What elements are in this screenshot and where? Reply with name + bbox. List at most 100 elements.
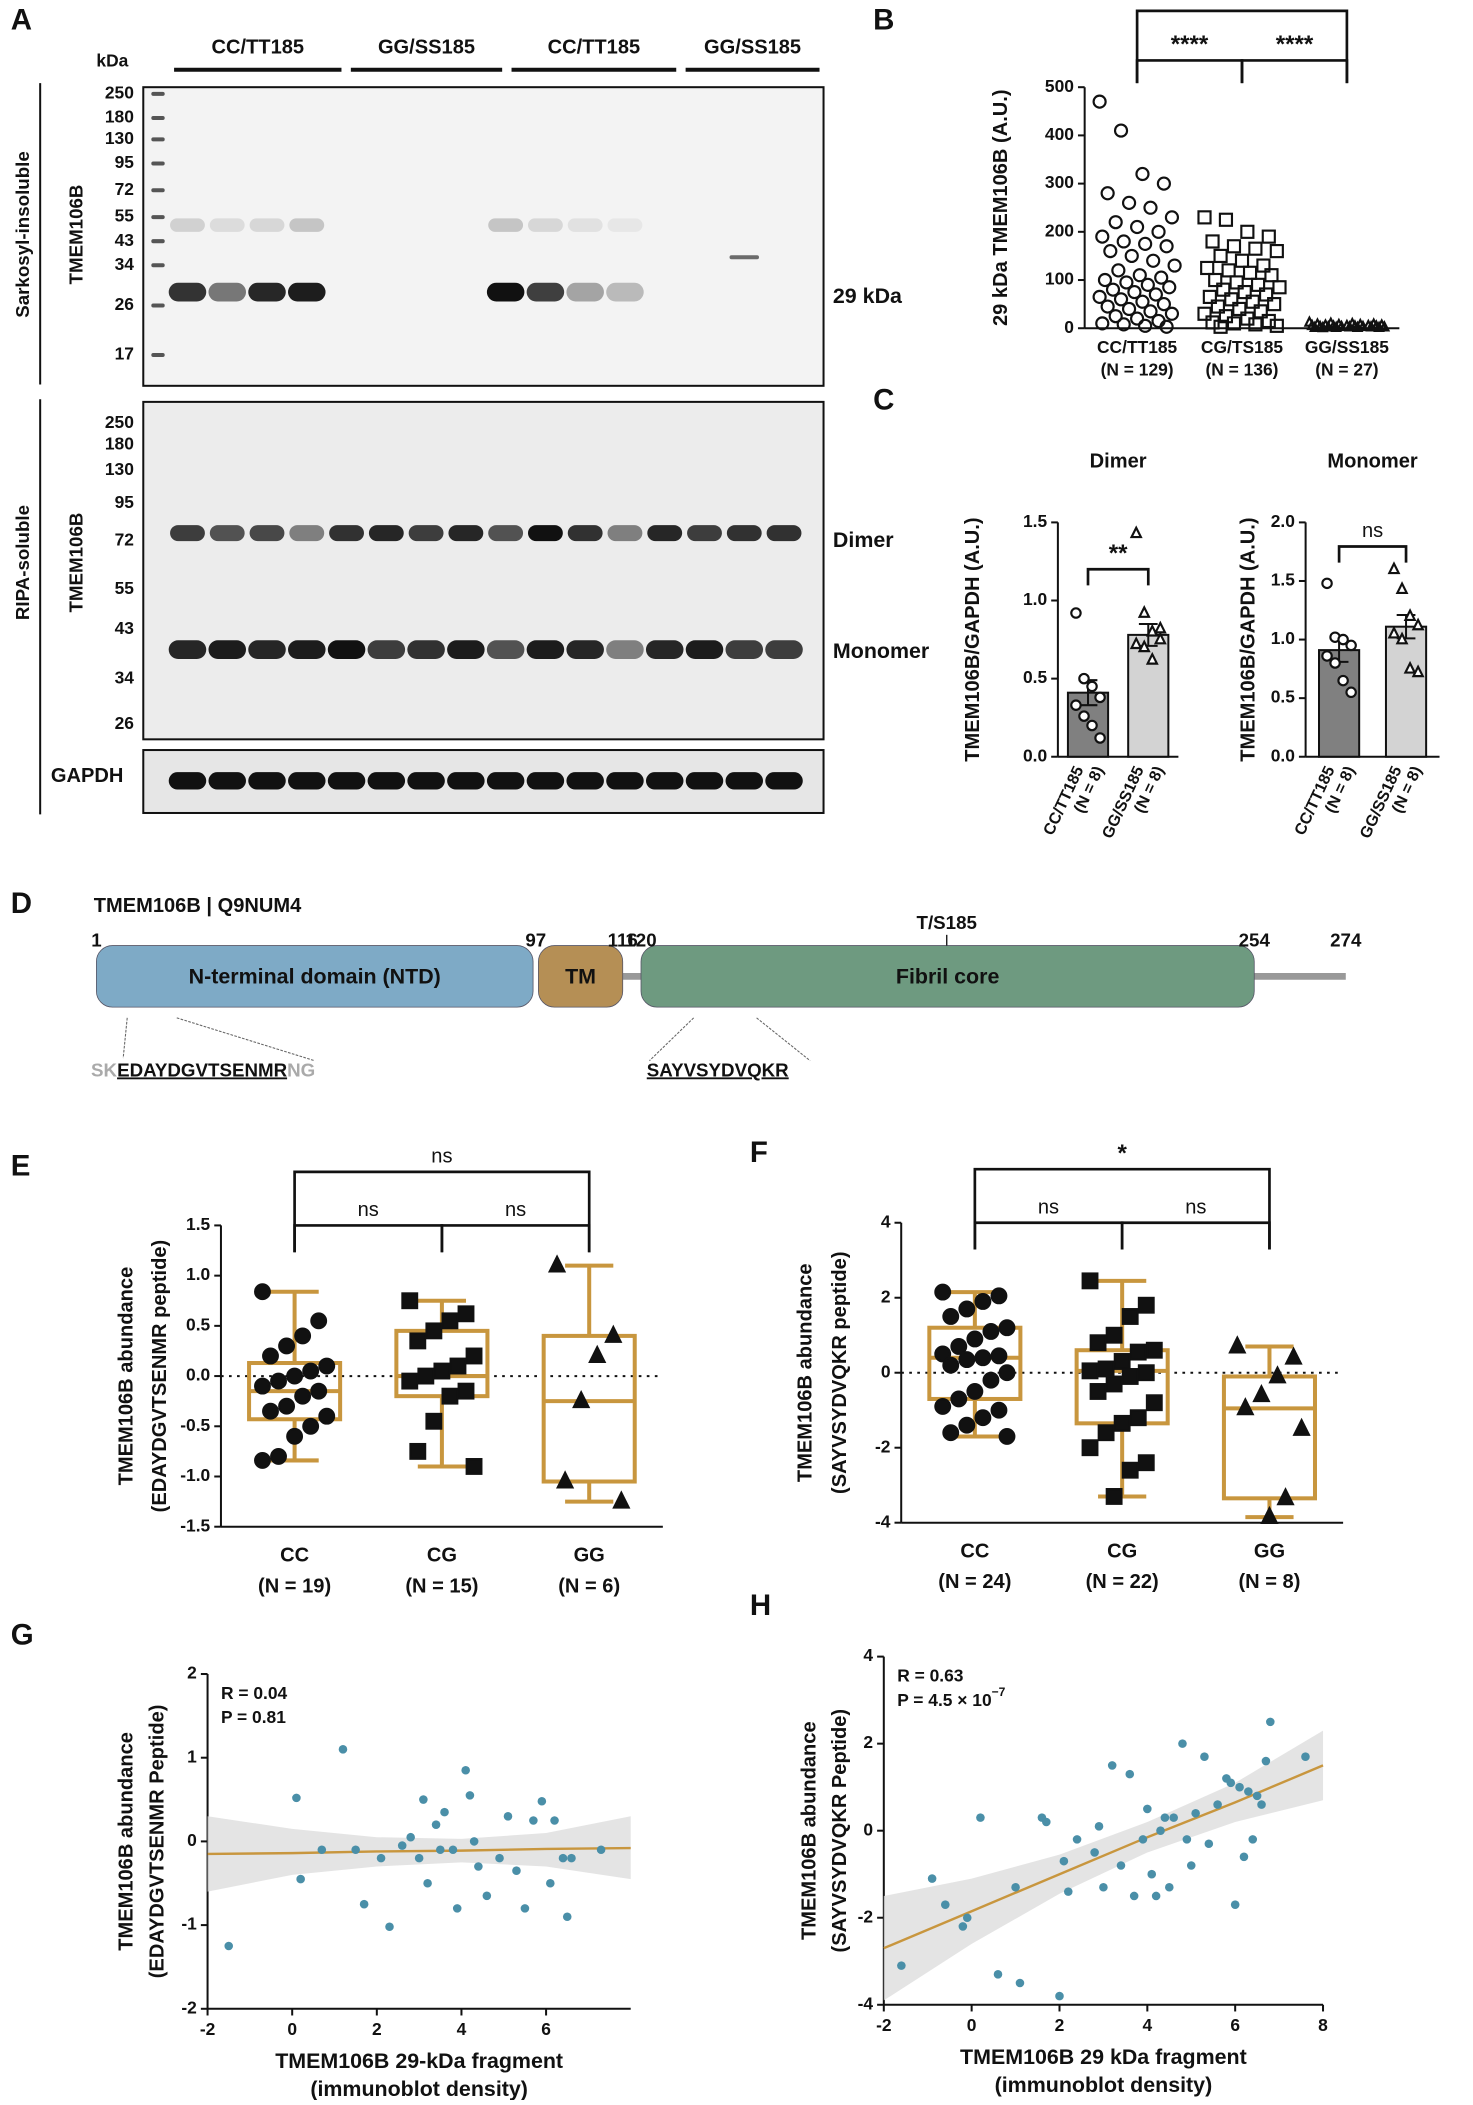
point (962, 1913, 972, 1923)
marker (1108, 215, 1123, 230)
blot-band (566, 772, 604, 790)
blot-band (726, 525, 762, 542)
peptide-connector (176, 1017, 315, 1062)
marker (1261, 229, 1276, 244)
marker (1234, 253, 1250, 268)
marker (1113, 123, 1129, 138)
blot-band (151, 188, 165, 193)
blot-band (447, 772, 485, 790)
marker (1248, 317, 1263, 332)
marker (1205, 234, 1220, 249)
blot-band (488, 525, 524, 542)
marker (990, 1401, 1008, 1419)
point (1257, 1800, 1266, 1809)
point (1138, 1835, 1148, 1844)
bracket (973, 1167, 1271, 1250)
marker (1105, 1326, 1123, 1344)
y-tick-label: 200 (1045, 220, 1074, 240)
panel-label: A (11, 3, 32, 36)
x-tick-label: CG (427, 1544, 457, 1566)
marker (1395, 631, 1409, 645)
marker (1121, 1308, 1139, 1325)
marker (1260, 1505, 1279, 1525)
box (541, 1333, 637, 1484)
point (1230, 1900, 1240, 1909)
marker (318, 1357, 336, 1375)
marker (1269, 244, 1284, 259)
marker (950, 1338, 968, 1355)
marker (1094, 732, 1106, 744)
peptide-connector (649, 1017, 695, 1062)
marker (1097, 1424, 1115, 1442)
marker-label: 34 (115, 668, 135, 688)
marker (942, 1308, 960, 1325)
marker (1337, 633, 1349, 646)
bracket (440, 1224, 591, 1253)
marker (318, 1407, 336, 1425)
blot-band (647, 525, 683, 542)
domain-title: TMEM106B | Q9NUM4 (94, 895, 302, 917)
y-tick-label: 2 (881, 1286, 891, 1306)
stat-text: R = 0.63 (897, 1665, 964, 1685)
point (406, 1832, 415, 1842)
marker (409, 1332, 427, 1350)
y-tick-label: -2 (181, 1997, 196, 2017)
marker (1317, 320, 1329, 333)
point (1213, 1800, 1222, 1809)
x-tick-label: GG (574, 1544, 605, 1566)
point (1191, 1808, 1200, 1818)
marker (1403, 660, 1417, 674)
marker (1130, 219, 1145, 235)
y-axis-label: 29 kDa TMEM106B (A.U.) (990, 89, 1012, 326)
stat: P = 0.81 (221, 1707, 286, 1727)
blot-band (526, 282, 565, 302)
point (448, 1845, 458, 1855)
blot-band (725, 640, 764, 659)
point (469, 1837, 479, 1846)
marker (310, 1312, 328, 1330)
blot-band (486, 282, 525, 302)
blot-band (766, 525, 802, 542)
marker (409, 1442, 427, 1460)
y-tick-label: 300 (1045, 172, 1074, 192)
marker (1092, 94, 1107, 109)
point (1252, 1791, 1262, 1801)
marker (1145, 1394, 1163, 1412)
point (338, 1745, 348, 1754)
marker (1202, 289, 1217, 304)
y-axis-label: TMEM106B/GAPDH (A.U.) (962, 517, 984, 761)
marker (982, 1323, 1000, 1340)
marker (1143, 304, 1158, 319)
stat-text: R = 0.04 (221, 1683, 288, 1703)
blot-band (248, 772, 286, 790)
blot-band (151, 137, 165, 142)
marker (401, 1372, 419, 1390)
marker (1137, 1364, 1155, 1382)
marker (1159, 319, 1174, 334)
marker-label: 55 (115, 578, 135, 598)
blot-band (151, 91, 165, 96)
peptide-sequence: SAYVSYDVQKR (647, 1059, 789, 1080)
point (423, 1878, 432, 1888)
y-tick-label: 1 (187, 1746, 197, 1766)
point (359, 1899, 369, 1909)
bracket (1120, 1221, 1271, 1250)
marker (982, 1371, 1000, 1389)
marker (998, 1319, 1016, 1337)
point (1200, 1752, 1209, 1761)
blot-band (208, 772, 246, 790)
marker (262, 1347, 279, 1365)
point (558, 1853, 568, 1863)
point (1090, 1848, 1099, 1857)
y-tick-label: 0.5 (1271, 687, 1296, 707)
marker (958, 1300, 976, 1318)
marker (604, 1324, 623, 1343)
domain-box (640, 945, 1255, 1008)
marker-label: 95 (115, 152, 135, 172)
band-label: Monomer (833, 639, 929, 663)
point (1204, 1839, 1214, 1849)
marker-label: 26 (115, 294, 135, 314)
marker (1240, 224, 1255, 239)
peptide-sequence: EDAYDGVTSENMR (117, 1059, 287, 1080)
marker (1121, 301, 1137, 317)
